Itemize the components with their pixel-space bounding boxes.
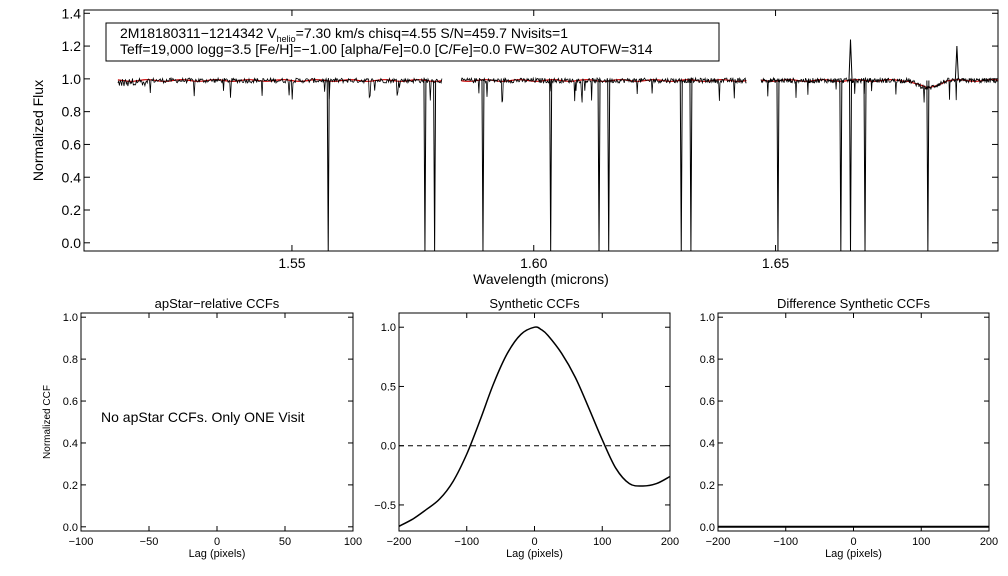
x-axis-label: Lag (pixels) <box>189 548 246 560</box>
y-tick-label: 0.6 <box>63 396 78 408</box>
x-tick-label: 0 <box>214 536 220 548</box>
spectrum-dropout <box>679 80 683 252</box>
panel-title: apStar−relative CCFs <box>155 296 280 311</box>
x-tick-label: 0 <box>531 536 537 548</box>
x-tick-label: 1.60 <box>520 255 547 271</box>
spectrum-dropout <box>926 80 930 252</box>
x-tick-label: 200 <box>980 536 998 548</box>
info-line-2: Teff=19,000 logg=3.5 [Fe/H]=−1.00 [alpha… <box>120 41 653 57</box>
x-axis-label: Lag (pixels) <box>825 548 882 560</box>
spectrum-spike <box>848 39 853 79</box>
spectrum-dropout <box>597 80 601 252</box>
y-tick-label: 0.0 <box>381 441 396 453</box>
y-tick-label: 1.0 <box>63 312 78 324</box>
x-tick-label: 1.65 <box>762 255 789 271</box>
y-axis-label: Normalized CCF <box>42 385 53 459</box>
plot-frame <box>83 9 999 252</box>
observed-spectrum-line <box>460 76 747 103</box>
spectrum-dropout <box>839 80 843 252</box>
info-box <box>105 22 720 62</box>
y-tick-label: 1.0 <box>381 322 396 334</box>
y-tick-label: 0.4 <box>700 438 715 450</box>
x-axis-label: Lag (pixels) <box>506 548 563 560</box>
info-text-part: helio <box>277 34 296 44</box>
spectrum-dropout <box>481 80 485 252</box>
y-tick-label: 1.4 <box>62 5 82 21</box>
spectrum-dropout <box>549 80 553 252</box>
x-tick-label: 200 <box>661 536 679 548</box>
x-tick-label: 100 <box>912 536 930 548</box>
y-tick-label: 0.8 <box>700 354 715 366</box>
spectrum-dropout <box>849 80 853 252</box>
spectrum-panel: 1.55 1.60 1.65 0.0 0.2 0.4 0.6 0.8 1.0 1.2 1.4 Wave… <box>30 5 999 287</box>
x-tick-label: 100 <box>344 536 362 548</box>
info-text-part: 2M18180311−1214342 <box>120 25 267 41</box>
spectrum-dropout <box>433 80 437 252</box>
y-tick-label: 0.2 <box>63 480 78 492</box>
y-tick-label: −0.5 <box>374 500 396 512</box>
spectrum-dropout <box>776 80 780 252</box>
y-tick-label: 0.2 <box>62 202 82 218</box>
x-tick-label: 1.55 <box>278 255 305 271</box>
y-tick-label: 0.0 <box>62 235 82 251</box>
x-tick-label: 0 <box>850 536 856 548</box>
x-axis-label: Wavelength (microns) <box>473 271 609 287</box>
y-tick-label: 0.6 <box>700 396 715 408</box>
y-tick-label: 1.2 <box>62 38 82 54</box>
x-tick-label: −50 <box>140 536 159 548</box>
observed-spectrum-line <box>760 76 999 103</box>
y-tick-label: 0.6 <box>62 136 82 152</box>
synthetic-ccf-panel: −200 −100 0 100 200 −0.5 0.0 0.5 1.0 Synthetic CC… <box>374 296 679 560</box>
y-tick-label: 0.4 <box>62 169 82 185</box>
info-line-1: 2M18180311−1214342 Vhelio=7.30 km/s chis… <box>120 25 568 44</box>
x-tick-label: −100 <box>69 536 94 548</box>
y-axis-label: Normalized Flux <box>30 80 46 181</box>
y-tick-label: 0.2 <box>700 480 715 492</box>
observed-spectrum-line <box>117 76 443 101</box>
info-text-part: V <box>267 25 277 41</box>
panel-title: Difference Synthetic CCFs <box>777 296 930 311</box>
y-tick-label: 0.4 <box>63 438 78 450</box>
spectrum-dropout <box>326 80 330 252</box>
x-tick-label: −200 <box>706 536 731 548</box>
spectrum-dropout <box>423 80 427 252</box>
y-tick-label: 0.0 <box>700 522 715 534</box>
difference-ccf-panel: −200 −100 0 100 200 0.0 0.2 0.4 0.6 0.8 1.0 Differe… <box>700 296 998 560</box>
spectrum-dropout <box>689 80 693 252</box>
x-tick-label: −100 <box>773 536 798 548</box>
no-data-message: No apStar CCFs. Only ONE Visit <box>101 409 305 425</box>
synthetic-ccf-line <box>398 326 671 527</box>
y-tick-label: 0.8 <box>62 104 82 120</box>
y-tick-label: 1.0 <box>700 312 715 324</box>
spectrum-dropout <box>607 80 611 252</box>
spectrum-spike <box>954 46 959 79</box>
info-text-part: =7.30 km/s chisq=4.55 S/N=459.7 Nvisits=… <box>296 25 569 41</box>
y-tick-label: 1.0 <box>62 71 82 87</box>
x-tick-label: −200 <box>387 536 412 548</box>
y-tick-label: 0.0 <box>63 522 78 534</box>
y-tick-label: 0.8 <box>63 354 78 366</box>
apstar-ccf-panel: −100 −50 0 50 100 0.0 0.2 0.4 0.6 0.8 1.0 apStar−re… <box>42 296 362 560</box>
x-tick-label: −100 <box>454 536 479 548</box>
panel-title: Synthetic CCFs <box>489 296 580 311</box>
x-tick-label: 50 <box>279 536 291 548</box>
y-tick-label: 0.5 <box>381 381 396 393</box>
x-tick-label: 100 <box>593 536 611 548</box>
plot-frame <box>717 312 990 532</box>
spectrum-dropout <box>863 80 867 252</box>
